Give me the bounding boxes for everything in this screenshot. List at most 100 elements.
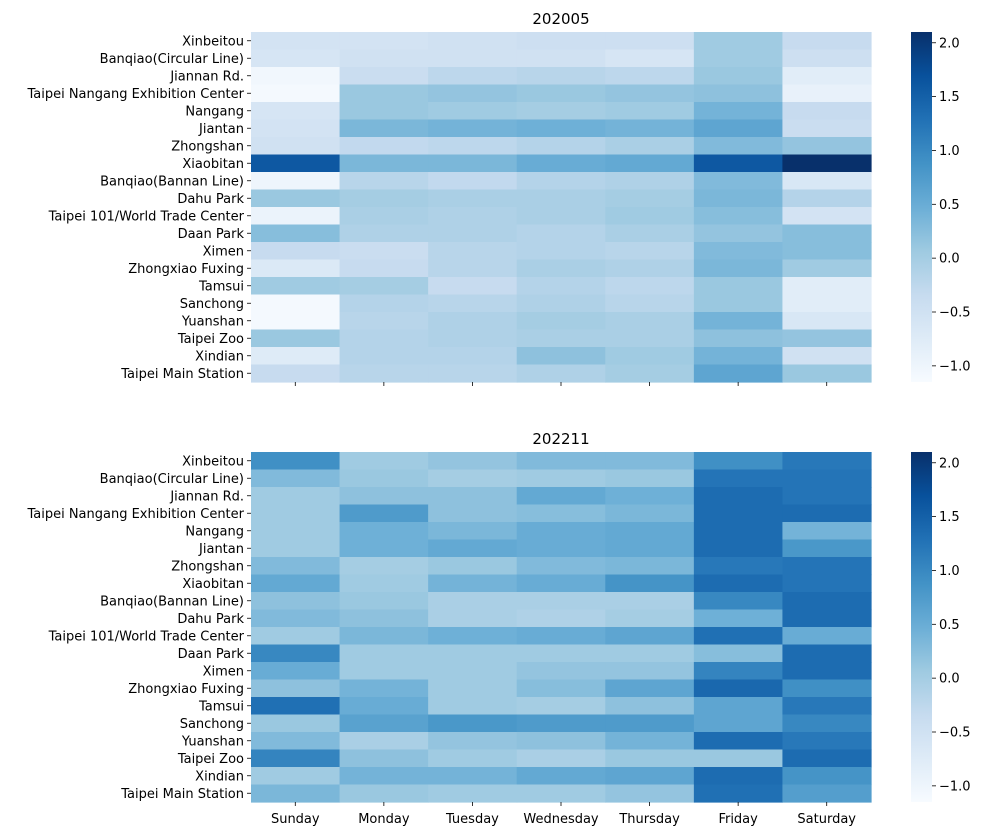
heatmap-cell bbox=[782, 714, 872, 733]
heatmap-cell bbox=[782, 504, 872, 523]
heatmap-cell bbox=[782, 469, 872, 488]
heatmap-cell bbox=[693, 189, 784, 208]
heatmap-cell bbox=[251, 172, 341, 191]
heatmap-cell bbox=[605, 784, 695, 803]
heatmap-cell bbox=[428, 172, 518, 191]
heatmap-cell bbox=[516, 487, 606, 506]
heatmap-cell bbox=[782, 102, 872, 121]
heatmap-cell bbox=[782, 452, 872, 471]
y-tick-label: Dahu Park bbox=[177, 192, 244, 207]
heatmap-cell bbox=[251, 84, 341, 103]
heatmap-cell bbox=[516, 609, 606, 628]
heatmap-cell bbox=[251, 347, 341, 366]
heatmap-cell bbox=[782, 294, 872, 313]
y-tick-label: Jiantan bbox=[198, 122, 244, 137]
heatmap-cell bbox=[339, 329, 429, 348]
heatmap-cell bbox=[693, 312, 784, 331]
heatmap-cell bbox=[605, 767, 695, 786]
heatmap-cell bbox=[782, 662, 872, 681]
heatmap-cell bbox=[693, 504, 784, 523]
heatmap-cell bbox=[339, 697, 429, 716]
heatmap-cell bbox=[693, 487, 784, 506]
heatmap-cell bbox=[339, 137, 429, 156]
y-tick-label: Sanchong bbox=[180, 297, 244, 312]
heatmap-cell bbox=[605, 749, 695, 768]
heatmap-cell bbox=[251, 154, 341, 173]
heatmap-cell bbox=[516, 539, 606, 558]
heatmap-cell bbox=[516, 767, 606, 786]
heatmap-cell bbox=[516, 452, 606, 471]
heatmap-cell bbox=[693, 697, 784, 716]
heatmap-cell bbox=[339, 539, 429, 558]
heatmap-cell bbox=[605, 487, 695, 506]
heatmap-cell bbox=[428, 137, 518, 156]
heatmap-cell bbox=[339, 67, 429, 86]
heatmap-cell bbox=[516, 364, 606, 383]
heatmap-cell bbox=[339, 189, 429, 208]
heatmap-cell bbox=[782, 784, 872, 803]
heatmap-cell bbox=[428, 609, 518, 628]
heatmap-cell bbox=[428, 277, 518, 296]
heatmap-cell bbox=[693, 137, 784, 156]
heatmap-cell bbox=[693, 749, 784, 768]
colorbar bbox=[911, 32, 932, 382]
heatmap-cell bbox=[251, 67, 341, 86]
colorbar-tick-label: −1.0 bbox=[939, 359, 971, 374]
heatmap-cell bbox=[428, 714, 518, 733]
heatmap-cell bbox=[428, 504, 518, 523]
heatmap-cell bbox=[339, 749, 429, 768]
heatmap-cell bbox=[251, 102, 341, 121]
heatmap-cell bbox=[339, 364, 429, 383]
heatmap-cell bbox=[605, 137, 695, 156]
heatmap-cell bbox=[428, 329, 518, 348]
y-tick-label: Banqiao(Bannan Line) bbox=[100, 174, 244, 189]
heatmap-cell bbox=[428, 662, 518, 681]
colorbar bbox=[911, 452, 932, 802]
heatmap-cell bbox=[339, 679, 429, 698]
heatmap-cell bbox=[428, 767, 518, 786]
heatmap-cell bbox=[339, 592, 429, 611]
heatmap-cell bbox=[516, 469, 606, 488]
heatmap-cell bbox=[339, 714, 429, 733]
y-tick-label: Xinbeitou bbox=[182, 34, 244, 49]
y-tick-label: Ximen bbox=[203, 244, 244, 259]
heatmap-cell bbox=[782, 259, 872, 278]
heatmap-cell bbox=[516, 329, 606, 348]
heatmap-cell bbox=[251, 329, 341, 348]
heatmap-cell bbox=[339, 102, 429, 121]
heatmap-cell bbox=[428, 679, 518, 698]
colorbar-tick-label: 1.0 bbox=[939, 144, 960, 159]
heatmap-cell bbox=[693, 539, 784, 558]
heatmap-cell bbox=[516, 662, 606, 681]
colorbar-tick-label: 0.5 bbox=[939, 198, 960, 213]
heatmap-cell bbox=[251, 522, 341, 541]
heatmap-cell bbox=[693, 452, 784, 471]
heatmap-cell bbox=[516, 627, 606, 646]
heatmap-panel-1: 202005 Xinbeitou Banqiao(Circular Line) Jia… bbox=[26, 10, 971, 386]
heatmap-cell bbox=[605, 32, 695, 51]
heatmap-cell bbox=[339, 767, 429, 786]
heatmap-cell bbox=[428, 224, 518, 243]
heatmap-cell bbox=[251, 592, 341, 611]
heatmap-cell bbox=[428, 154, 518, 173]
heatmap-cell bbox=[516, 574, 606, 593]
heatmap-cell bbox=[251, 487, 341, 506]
heatmap-cell bbox=[516, 277, 606, 296]
heatmap-cell bbox=[605, 67, 695, 86]
heatmap-cell bbox=[693, 574, 784, 593]
heatmap-cell bbox=[693, 32, 784, 51]
heatmap-cell bbox=[693, 557, 784, 576]
heatmap-cell bbox=[516, 259, 606, 278]
y-tick-label: Taipei Nangang Exhibition Center bbox=[26, 507, 244, 522]
heatmap-cell bbox=[251, 189, 341, 208]
heatmap-cell bbox=[251, 539, 341, 558]
heatmap-cell bbox=[605, 329, 695, 348]
heatmap-cell bbox=[516, 172, 606, 191]
heatmap-cell bbox=[516, 592, 606, 611]
heatmap-cell bbox=[251, 662, 341, 681]
heatmap-cell bbox=[782, 609, 872, 628]
heatmap-cell bbox=[693, 259, 784, 278]
colorbar-tick-label: 2.0 bbox=[939, 456, 960, 471]
heatmap-cell bbox=[605, 364, 695, 383]
heatmap-cell bbox=[782, 67, 872, 86]
